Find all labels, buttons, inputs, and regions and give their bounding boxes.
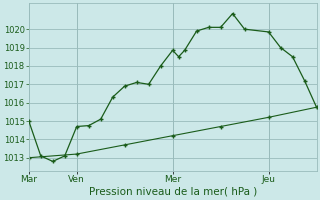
- X-axis label: Pression niveau de la mer( hPa ): Pression niveau de la mer( hPa ): [89, 187, 257, 197]
